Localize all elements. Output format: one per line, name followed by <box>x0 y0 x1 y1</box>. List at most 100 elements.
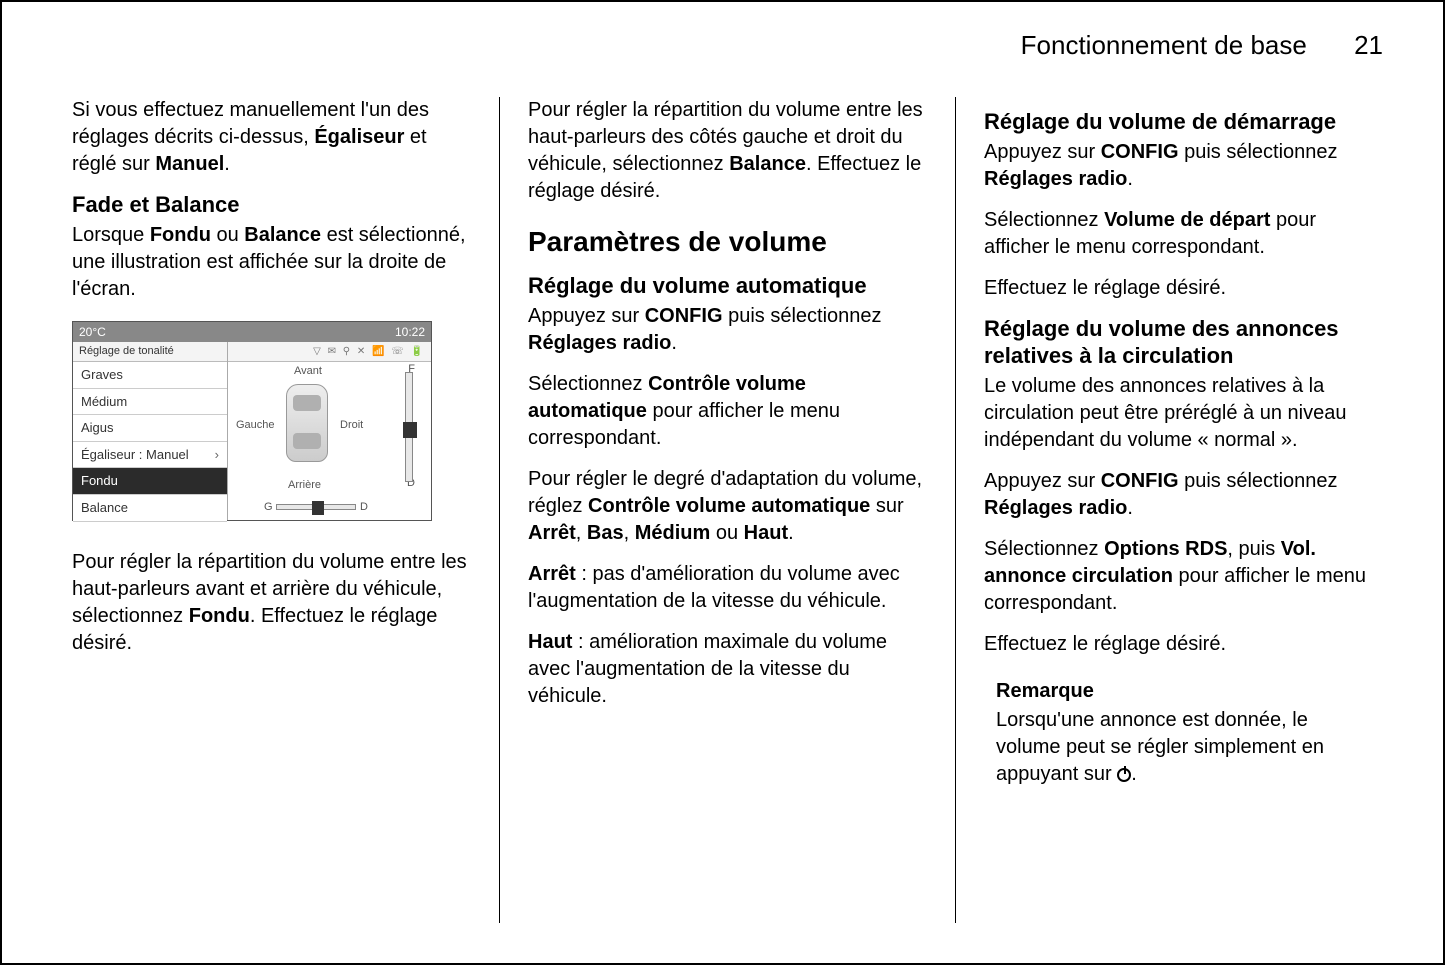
screenshot-icon-row: ▽ ✉ ⚲ ✕ 📶 ☏ 🔋 <box>228 342 431 362</box>
screenshot-menu-item: Fondu <box>73 468 227 495</box>
text-bold: Balance <box>729 153 806 175</box>
volume-section-heading: Paramètres de volume <box>528 223 927 261</box>
start-volume-heading: Réglage du volume de démarrage <box>984 109 1383 135</box>
note-box: Remarque Lorsqu'une annonce est donnée, … <box>984 672 1383 794</box>
label-front: Avant <box>294 364 322 379</box>
traffic-p3: Sélectionnez Options RDS, puis Vol. anno… <box>984 536 1383 617</box>
text: . <box>671 332 677 354</box>
column-2: Pour régler la répartition du volume ent… <box>508 97 947 923</box>
auto-volume-heading: Réglage du volume automatique <box>528 273 927 299</box>
text-bold: Réglages radio <box>984 497 1127 519</box>
text: puis sélectionnez <box>1179 141 1338 163</box>
text-bold: Médium <box>635 522 711 544</box>
text: Appuyez sur <box>984 141 1101 163</box>
fade-balance-p2: Pour régler la répartition du volume ent… <box>72 549 471 657</box>
text: . <box>1127 497 1133 519</box>
chevron-right-icon: › <box>215 446 219 464</box>
traffic-p1: Le volume des annonces relatives à la ci… <box>984 373 1383 454</box>
auto-p3: Pour régler le degré d'adaptation du vol… <box>528 466 927 547</box>
screenshot-menu-item: Graves <box>73 362 227 389</box>
text: , <box>576 522 587 544</box>
balance-slider-thumb <box>312 501 324 515</box>
text: Lorsqu'une annonce est donnée, le volume… <box>996 709 1324 785</box>
text: puis sélectionnez <box>723 305 882 327</box>
screenshot-menu-item: Égaliseur : Manuel› <box>73 442 227 469</box>
column-container: Si vous effectuez manuellement l'un des … <box>72 97 1383 923</box>
car-icon <box>286 384 328 462</box>
text: : amélioration maximale du volume avec l… <box>528 631 887 707</box>
text-bold: CONFIG <box>1101 470 1179 492</box>
note-title: Remarque <box>996 678 1371 705</box>
label-d-bottom: D <box>360 500 368 515</box>
text: Sélectionnez <box>984 538 1104 560</box>
traffic-volume-heading: Réglage du volume des annonces relatives… <box>984 316 1383 369</box>
label-g: G <box>264 500 273 515</box>
manual-page: Fonctionnement de base 21 Si vous effect… <box>0 0 1445 965</box>
column-divider <box>499 97 500 923</box>
screenshot-menu: Réglage de tonalité GravesMédiumAigusÉga… <box>73 342 228 520</box>
note-body: Lorsqu'une annonce est donnée, le volume… <box>996 707 1371 788</box>
text-bold: Options RDS <box>1104 538 1227 560</box>
text-bold: Balance <box>244 224 321 246</box>
text: . <box>1127 168 1133 190</box>
text: : pas d'amélioration du volume avec l'au… <box>528 563 900 612</box>
text-bold: Haut <box>528 631 572 653</box>
screenshot-menu-item: Aigus <box>73 415 227 442</box>
text-bold: Arrêt <box>528 563 576 585</box>
text: Sélectionnez <box>984 209 1104 231</box>
fade-slider-thumb <box>403 422 417 438</box>
fade-balance-heading: Fade et Balance <box>72 192 471 218</box>
auto-p1: Appuyez sur CONFIG puis sélectionnez Rég… <box>528 303 927 357</box>
text: ou <box>211 224 244 246</box>
text-bold: Fondu <box>189 605 250 627</box>
text-bold: Égaliseur <box>314 126 404 148</box>
label-rear: Arrière <box>288 478 321 493</box>
screenshot-graphic: ▽ ✉ ⚲ ✕ 📶 ☏ 🔋 Avant Arrière Gauche Droit… <box>228 342 431 520</box>
text: . <box>224 153 230 175</box>
text-bold: Volume de départ <box>1104 209 1270 231</box>
text-bold: Bas <box>587 522 624 544</box>
auto-p4: Arrêt : pas d'amélioration du volume ave… <box>528 561 927 615</box>
device-screenshot: 20°C 10:22 Réglage de tonalité GravesMéd… <box>72 321 432 521</box>
fade-balance-p1: Lorsque Fondu ou Balance est sélectionné… <box>72 222 471 303</box>
auto-p5: Haut : amélioration maximale du volume a… <box>528 629 927 710</box>
text-bold: Manuel <box>155 153 224 175</box>
text: sur <box>870 495 903 517</box>
text: , puis <box>1227 538 1280 560</box>
text: . <box>788 522 794 544</box>
screenshot-menu-item: Médium <box>73 389 227 416</box>
text: Lorsque <box>72 224 150 246</box>
text-bold: CONFIG <box>1101 141 1179 163</box>
label-left: Gauche <box>236 418 275 433</box>
column-1: Si vous effectuez manuellement l'un des … <box>72 97 491 923</box>
page-header: Fonctionnement de base 21 <box>1021 30 1383 61</box>
status-icons: ▽ ✉ ⚲ ✕ 📶 ☏ 🔋 <box>313 346 425 357</box>
text-bold: CONFIG <box>645 305 723 327</box>
text: puis sélectionnez <box>1179 470 1338 492</box>
text: Réglage de tonalité <box>79 345 174 357</box>
status-time: 10:22 <box>395 324 425 340</box>
text: Sélectionnez <box>528 373 648 395</box>
label-right: Droit <box>340 418 363 433</box>
start-p2: Sélectionnez Volume de départ pour affic… <box>984 207 1383 261</box>
screenshot-menu-item: Balance <box>73 495 227 522</box>
text: Appuyez sur <box>528 305 645 327</box>
text-bold: Contrôle volume automatique <box>588 495 870 517</box>
text: Appuyez sur <box>984 470 1101 492</box>
start-p1: Appuyez sur CONFIG puis sélectionnez Rég… <box>984 139 1383 193</box>
page-number: 21 <box>1354 30 1383 60</box>
traffic-p2: Appuyez sur CONFIG puis sélectionnez Rég… <box>984 468 1383 522</box>
text: , <box>624 522 635 544</box>
text-bold: Arrêt <box>528 522 576 544</box>
header-title: Fonctionnement de base <box>1021 30 1307 60</box>
column-3: Réglage du volume de démarrage Appuyez s… <box>964 97 1383 923</box>
power-icon <box>1117 768 1131 782</box>
column-divider <box>955 97 956 923</box>
start-p3: Effectuez le réglage désiré. <box>984 275 1383 302</box>
intro-paragraph: Si vous effectuez manuellement l'un des … <box>72 97 471 178</box>
text-bold: Haut <box>744 522 788 544</box>
auto-p2: Sélectionnez Contrôle volume automatique… <box>528 371 927 452</box>
screenshot-body: Réglage de tonalité GravesMédiumAigusÉga… <box>73 342 431 520</box>
traffic-p4: Effectuez le réglage désiré. <box>984 631 1383 658</box>
text: ou <box>710 522 743 544</box>
